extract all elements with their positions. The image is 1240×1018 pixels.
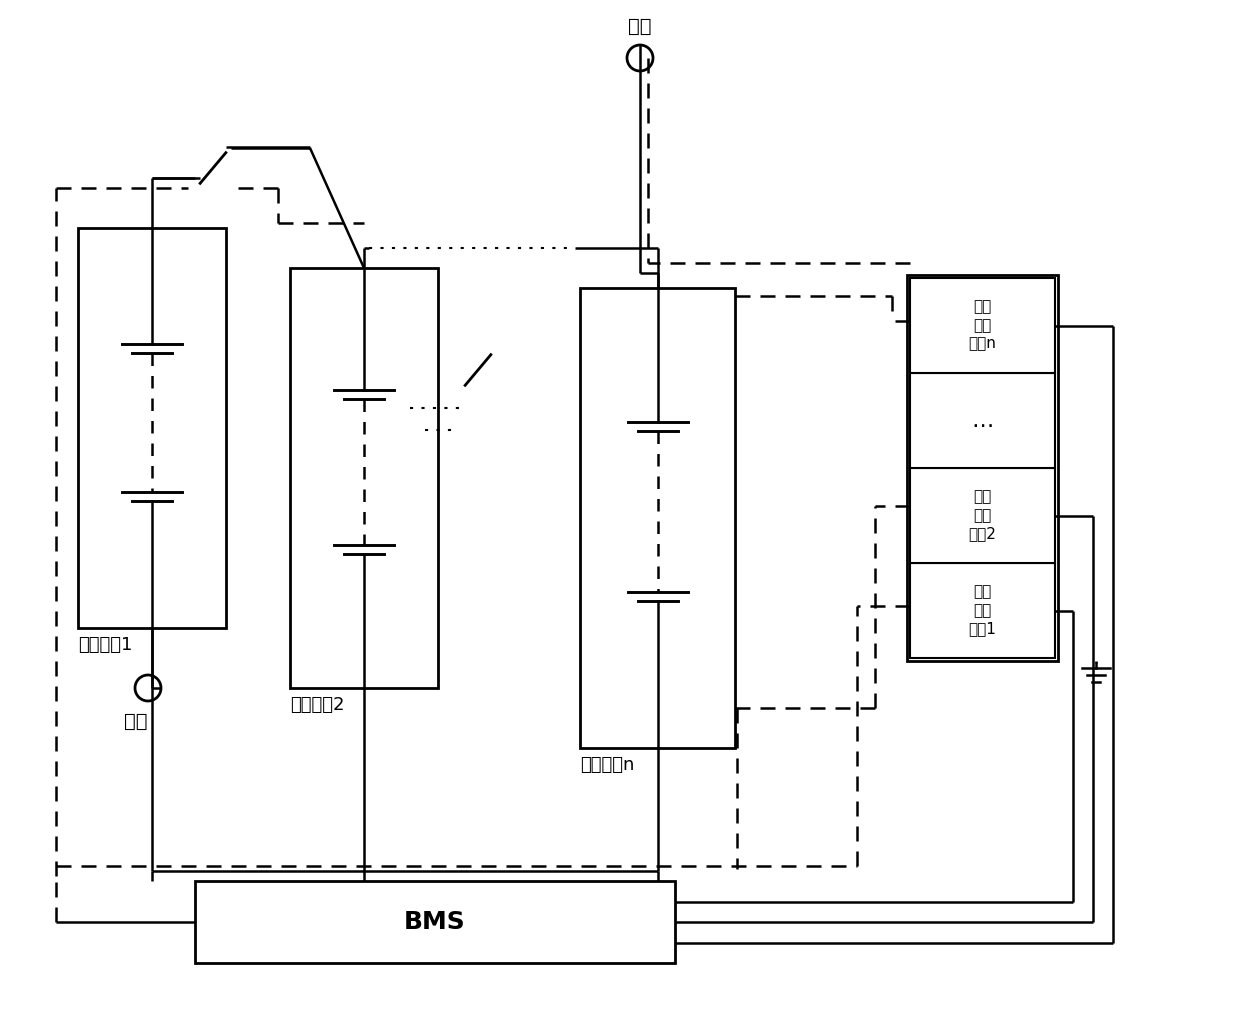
Bar [910,468,1055,563]
Bar [910,563,1055,658]
Text: 绝缘
检测
模块2: 绝缘 检测 模块2 [968,490,997,542]
Text: 绝缘
检测
模块n: 绝缘 检测 模块n [968,299,997,351]
Bar [195,881,675,963]
Text: 负极: 负极 [124,712,148,731]
Text: 电池模块n: 电池模块n [580,756,635,774]
Text: 正极: 正极 [629,17,652,36]
Bar [580,288,735,748]
Bar [290,268,438,688]
Bar [910,278,1055,373]
Text: 电池模块2: 电池模块2 [290,696,345,714]
Bar [910,373,1055,468]
Text: …: … [971,410,993,431]
Text: 电池模块1: 电池模块1 [78,636,133,654]
Bar [906,275,1058,661]
Text: 绝缘
检测
模块1: 绝缘 检测 模块1 [968,584,997,636]
Bar [78,228,226,628]
Text: BMS: BMS [404,910,466,934]
